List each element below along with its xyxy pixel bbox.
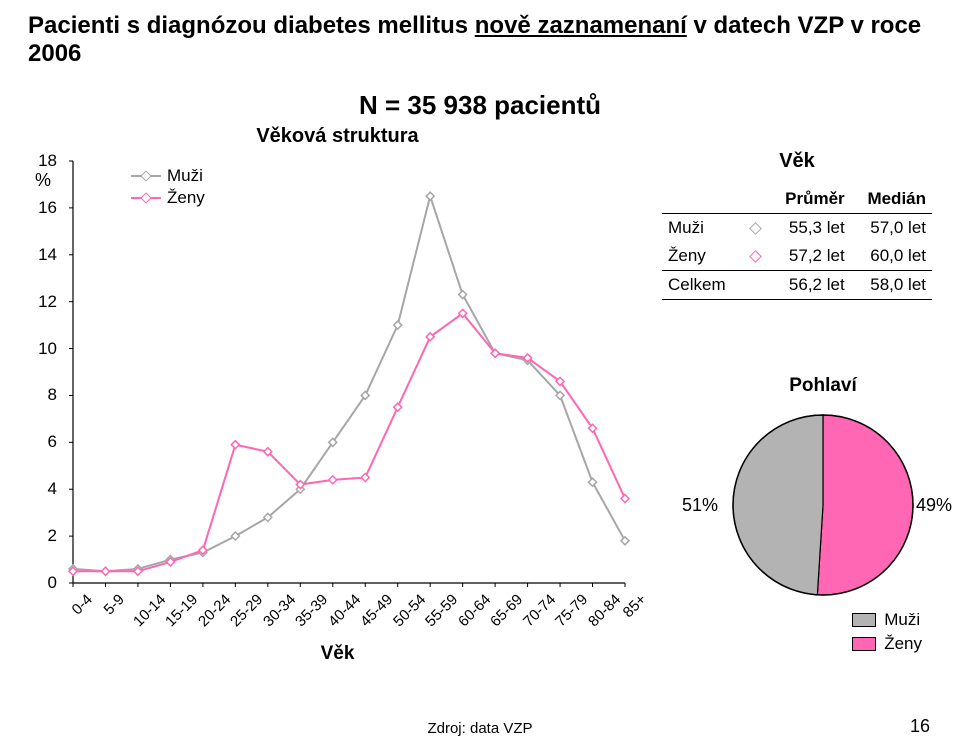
line-chart-title: Věková struktura <box>35 125 640 148</box>
row-total-label: Celkem <box>662 271 742 300</box>
legend-row-muzi: Muži <box>131 165 205 187</box>
row-zeny-med: 60,0 let <box>851 242 932 271</box>
pie-legend-zeny: Ženy <box>852 632 922 656</box>
x-tick-label: 50-54 <box>390 591 429 630</box>
line-chart-svg <box>63 157 633 587</box>
x-axis-label: Věk <box>35 643 640 665</box>
y-tick-label: 0 <box>35 573 57 593</box>
table-row: Ženy 57,2 let 60,0 let <box>662 242 932 271</box>
pie-title: Pohlaví <box>708 375 938 397</box>
x-tick-label: 0-4 <box>69 591 96 618</box>
row-total-med: 58,0 let <box>851 271 932 300</box>
row-zeny-marker <box>742 242 768 271</box>
pie-svg <box>723 405 923 605</box>
pie-legend: Muži Ženy <box>852 608 922 656</box>
table-row-total: Celkem 56,2 let 58,0 let <box>662 271 932 300</box>
pie-legend-label-zeny: Ženy <box>884 634 922 654</box>
x-tick-label: 55-59 <box>422 591 461 630</box>
age-stats-table: Věk Průměr Medián Muži 55,3 let 57,0 let <box>662 150 932 300</box>
x-tick-label: 45-49 <box>357 591 396 630</box>
y-tick-label: 14 <box>35 245 57 265</box>
y-axis-percent-label: % <box>35 170 51 191</box>
y-tick-label: 16 <box>35 198 57 218</box>
x-tick-label: 75-79 <box>552 591 591 630</box>
y-tick-label: 10 <box>35 339 57 359</box>
age-table-col-med: Medián <box>851 185 932 214</box>
pie-legend-label-muzi: Muži <box>884 610 920 630</box>
legend-row-zeny: Ženy <box>131 187 205 209</box>
age-table-col0 <box>662 185 742 214</box>
x-tick-label: 60-64 <box>455 591 494 630</box>
x-tick-label: 30-34 <box>260 591 299 630</box>
title-underlined: nově zaznamenaní <box>475 12 687 39</box>
x-tick-label: 65-69 <box>487 591 526 630</box>
x-tick-label: 20-24 <box>195 591 234 630</box>
y-tick-label: 12 <box>35 292 57 312</box>
pie-legend-muzi: Muži <box>852 608 922 632</box>
subtitle-n: N = 35 938 pacientů <box>0 90 960 121</box>
x-axis-ticks: 0-45-910-1415-1920-2425-2930-3435-3940-4… <box>63 591 633 651</box>
source-text: Zdroj: data VZP <box>0 720 960 737</box>
gender-pie-chart: Pohlaví 51% 49% <box>708 375 938 605</box>
pie-percent-left: 51% <box>682 495 718 516</box>
legend-label-zeny: Ženy <box>167 188 205 208</box>
row-zeny-avg: 57,2 let <box>768 242 850 271</box>
y-tick-label: 2 <box>35 526 57 546</box>
row-muzi-avg: 55,3 let <box>768 214 850 243</box>
age-structure-line-chart: Věková struktura % 0-45-910-1415-1920-24… <box>35 125 640 645</box>
y-tick-label: 8 <box>35 385 57 405</box>
row-muzi-label: Muži <box>662 214 742 243</box>
x-tick-label: 15-19 <box>162 591 201 630</box>
row-muzi-med: 57,0 let <box>851 214 932 243</box>
y-tick-label: 18 <box>35 151 57 171</box>
x-tick-label: 35-39 <box>292 591 331 630</box>
x-tick-label: 40-44 <box>325 591 364 630</box>
x-tick-label: 5-9 <box>101 591 128 618</box>
age-table-title: Věk <box>662 150 932 173</box>
row-muzi-marker <box>742 214 768 243</box>
x-tick-label: 10-14 <box>130 591 169 630</box>
y-tick-label: 6 <box>35 432 57 452</box>
y-tick-label: 4 <box>35 479 57 499</box>
page-number: 16 <box>910 716 930 737</box>
x-tick-label: 85+ <box>620 591 650 621</box>
age-table-col-avg: Průměr <box>768 185 850 214</box>
line-chart-legend: Muži Ženy <box>131 165 205 209</box>
row-total-avg: 56,2 let <box>768 271 850 300</box>
title-text-1: Pacienti s diagnózou diabetes mellitus <box>28 12 475 39</box>
age-table-col1 <box>742 185 768 214</box>
x-tick-label: 80-84 <box>585 591 624 630</box>
line-chart-plot-area <box>63 157 633 587</box>
row-zeny-label: Ženy <box>662 242 742 271</box>
pie-legend-swatch-muzi <box>852 613 876 627</box>
x-tick-label: 70-74 <box>520 591 559 630</box>
table-row: Muži 55,3 let 57,0 let <box>662 214 932 243</box>
x-tick-label: 25-29 <box>227 591 266 630</box>
pie-legend-swatch-zeny <box>852 637 876 651</box>
pie-percent-right: 49% <box>916 495 952 516</box>
legend-label-muzi: Muži <box>167 166 203 186</box>
page-title: Pacienti s diagnózou diabetes mellitus n… <box>28 12 932 68</box>
